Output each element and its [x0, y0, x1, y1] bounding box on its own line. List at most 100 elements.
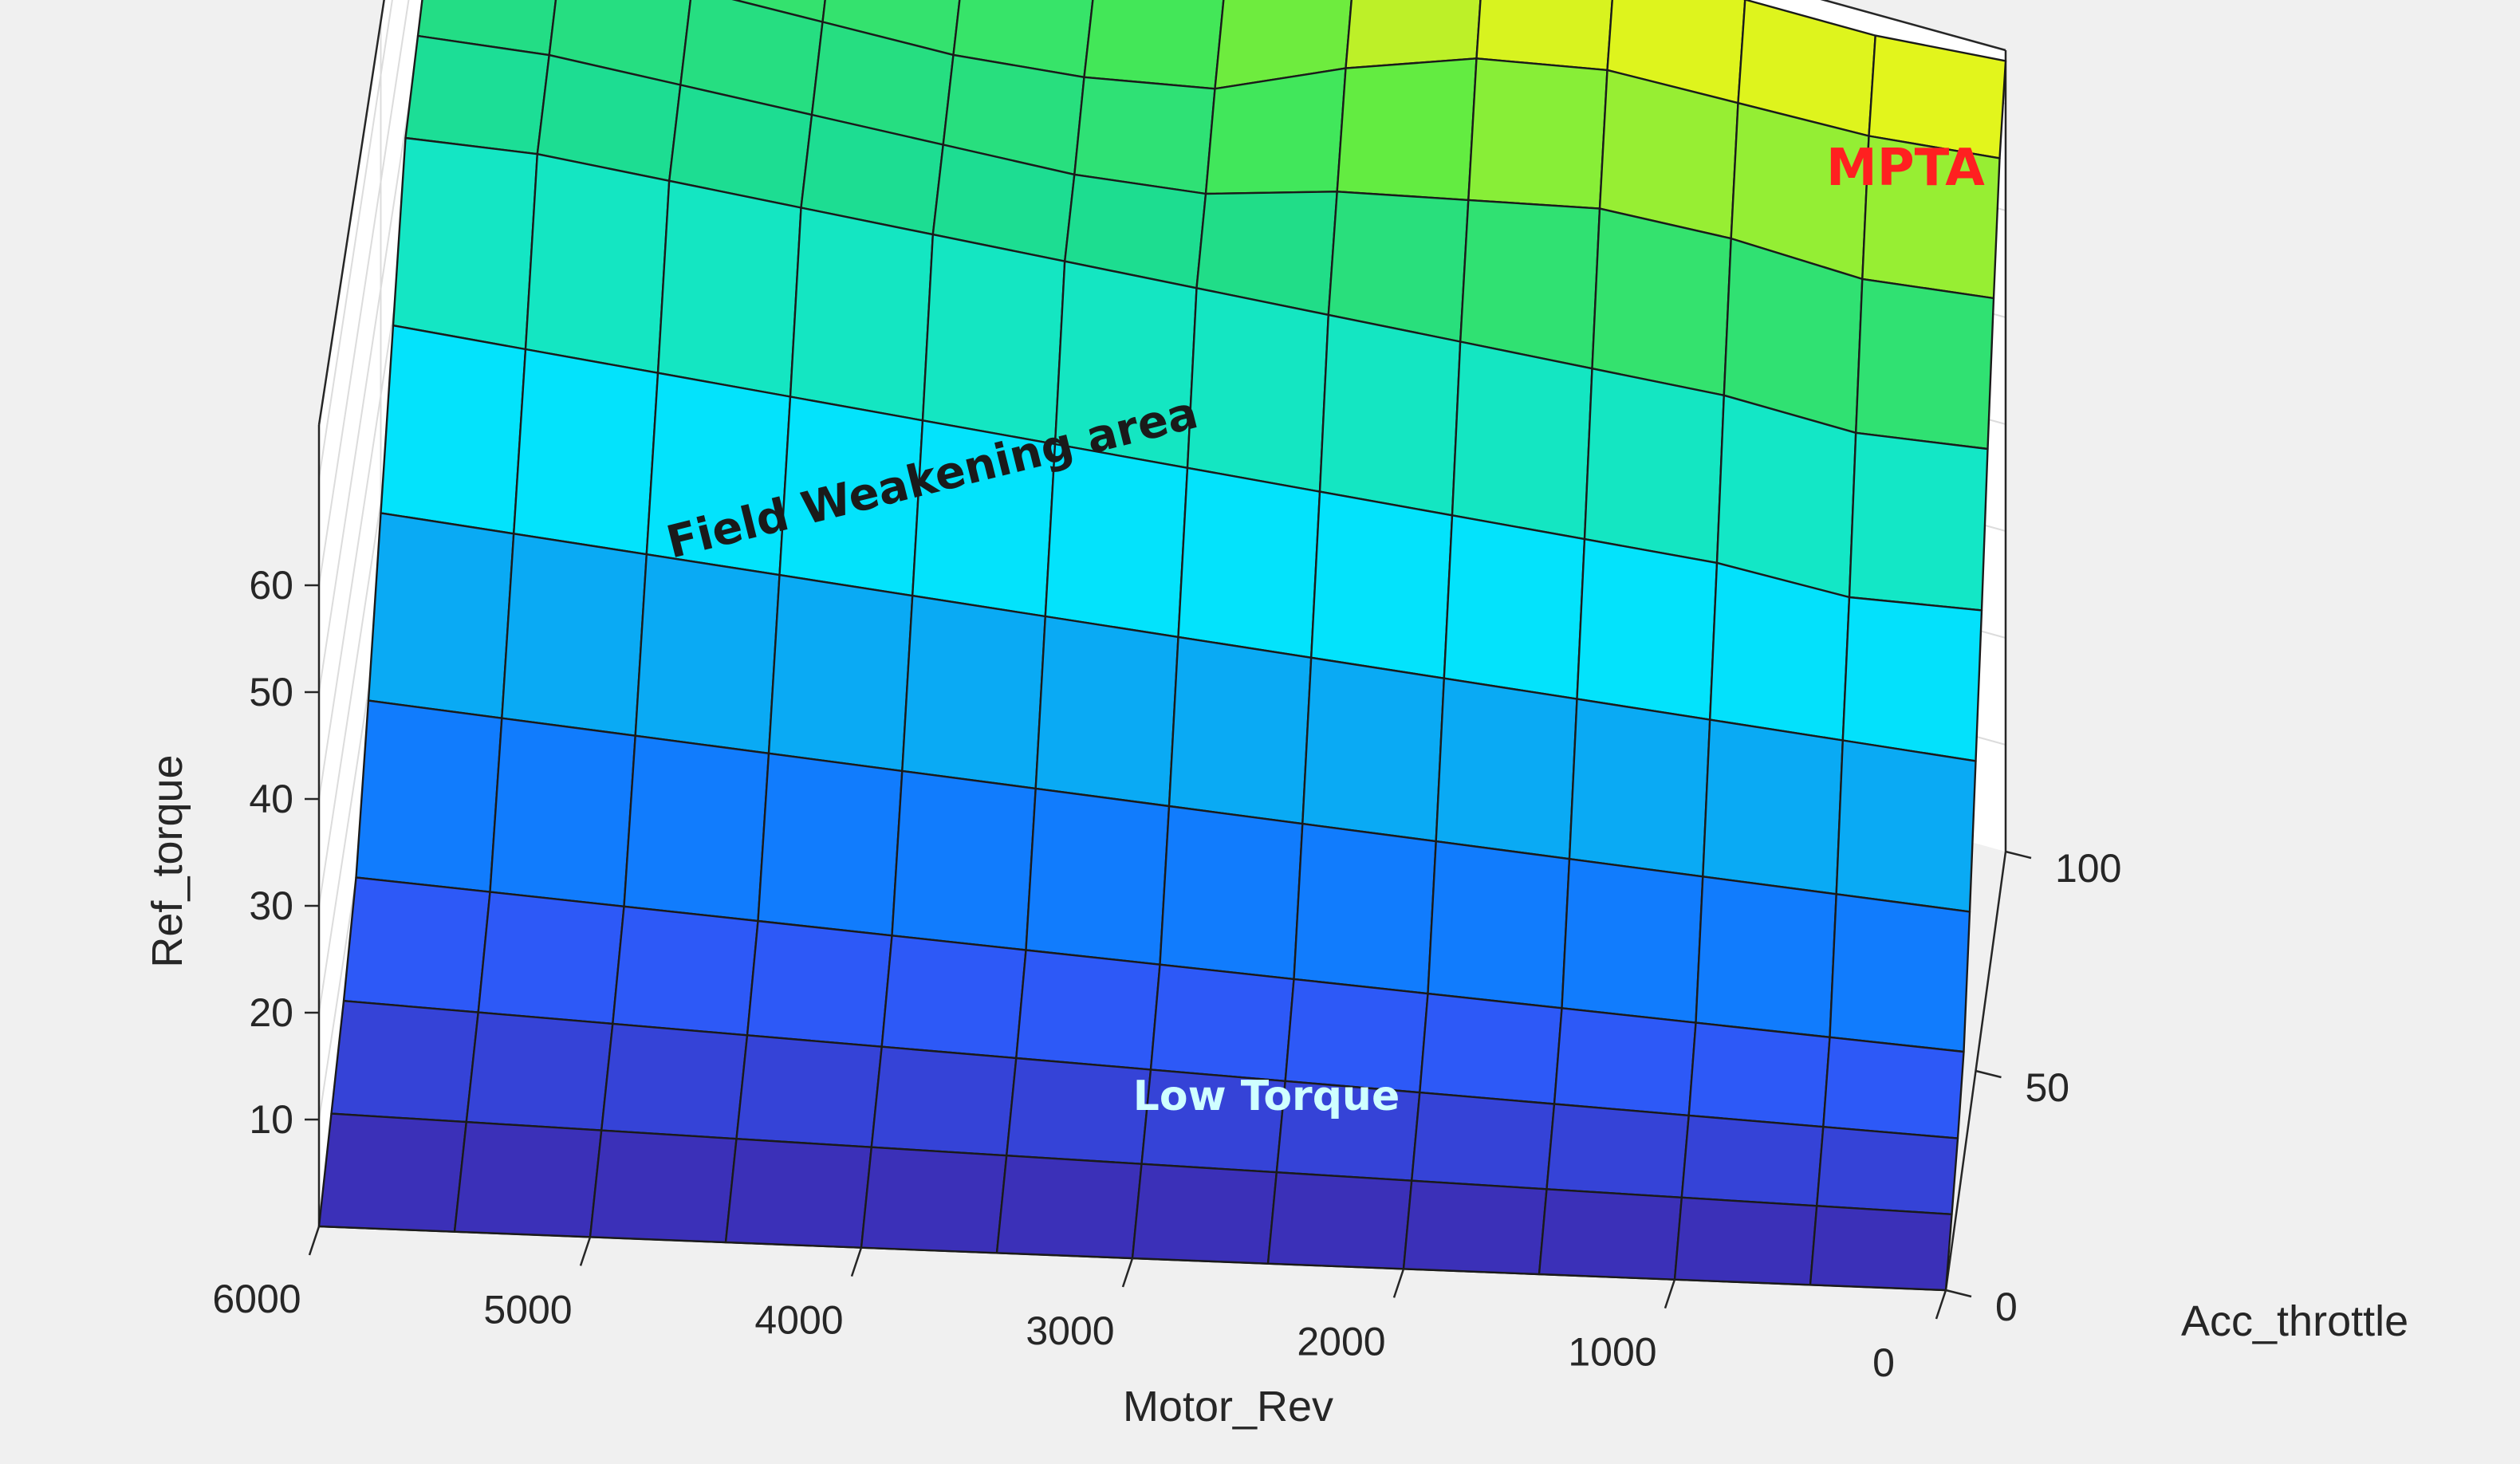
- surface-patch: [1345, 0, 1482, 69]
- x-tick-label: 4000: [754, 1298, 843, 1343]
- surface-patch: [1419, 992, 1563, 1105]
- axis-ticks: 10 20 30 40 50 60 6000 5000 4000 3000 2000 1000 0 0 50…: [212, 563, 2121, 1385]
- surface-patch: [1583, 368, 1726, 565]
- surface-patch: [1576, 537, 1719, 721]
- surface-patch: [1545, 1103, 1690, 1199]
- surface-patch: [735, 1034, 883, 1148]
- surface-patch: [513, 348, 660, 556]
- surface-patch: [330, 999, 479, 1124]
- surface-patch: [612, 905, 759, 1037]
- z-tick-label: 10: [249, 1097, 293, 1142]
- surface-patch: [870, 1045, 1018, 1157]
- surface-patch: [1829, 893, 1971, 1053]
- surface-patch: [342, 876, 491, 1013]
- surface-patch: [589, 1129, 738, 1244]
- surface-patch: [1336, 57, 1478, 202]
- surface-patch: [465, 1011, 614, 1131]
- surface-patch: [1815, 1125, 1959, 1216]
- surface-patch: [1568, 698, 1711, 878]
- surface-patch: [1687, 1021, 1831, 1128]
- axis-labels: Motor_Rev Acc_throttle Ref_torque: [144, 754, 2408, 1431]
- mpta-annotation: MPTA: [1826, 139, 1985, 198]
- x-tick-label: 2000: [1297, 1319, 1385, 1364]
- surface-patch: [1015, 949, 1161, 1071]
- z-grid-line: [318, 0, 2006, 479]
- surface-patch: [746, 919, 893, 1048]
- surface-patch: [1561, 857, 1704, 1024]
- surface-patch: [1427, 840, 1571, 1009]
- surface-patch: [623, 734, 770, 923]
- surface-patch: [1702, 718, 1845, 895]
- surface-patch: [355, 699, 503, 893]
- y-tick-mark: [1975, 1069, 2002, 1079]
- y-axis-label: Acc_throttle: [2181, 1297, 2408, 1345]
- surface-patch: [1266, 1171, 1413, 1270]
- surface-patch: [1680, 1114, 1825, 1207]
- surface-patch: [1159, 805, 1304, 981]
- surface-patch: [1538, 1188, 1683, 1281]
- surface-patch: [1177, 466, 1321, 659]
- surface-patch: [1443, 514, 1586, 700]
- surface-patch: [1673, 1196, 1818, 1286]
- surface-patch: [1149, 963, 1295, 1083]
- surface-patch: [1301, 656, 1446, 843]
- z-tick-label: 30: [249, 884, 293, 928]
- x-tick-mark: [850, 1247, 863, 1277]
- surface-patch: [1131, 1163, 1278, 1265]
- surface-patch: [757, 752, 904, 937]
- surface-patch: [1073, 76, 1216, 195]
- y-tick-label: 100: [2055, 846, 2121, 891]
- surface-patch: [891, 769, 1037, 951]
- z-tick-label: 20: [249, 990, 293, 1035]
- surface-patch: [1809, 1205, 1953, 1292]
- surface-patch: [880, 935, 1027, 1060]
- surface-patch: [1841, 596, 1983, 762]
- x-tick-label: 1000: [1568, 1330, 1656, 1375]
- surface-patch: [1402, 1179, 1548, 1276]
- surface-patch: [1553, 1007, 1697, 1117]
- surface-patch: [1822, 1036, 1965, 1139]
- surface-patch: [404, 34, 550, 155]
- surface-patch: [1083, 0, 1225, 90]
- y-tick-label: 0: [1995, 1285, 2018, 1329]
- surface-patch: [380, 325, 527, 535]
- low-torque-annotation: Low Torque: [1133, 1072, 1400, 1120]
- surface-patch: [1591, 207, 1732, 396]
- surface-patch: [1034, 615, 1179, 808]
- surface-patch: [453, 1120, 603, 1238]
- y-tick-mark: [2005, 850, 2032, 860]
- surface-patch: [477, 891, 625, 1025]
- surface-patch: [995, 1154, 1143, 1260]
- x-tick-label: 3000: [1026, 1309, 1114, 1353]
- surface-patch: [1186, 287, 1330, 493]
- surface-patch: [921, 233, 1066, 446]
- x-tick-label: 0: [1872, 1340, 1895, 1385]
- surface-patch: [1467, 57, 1608, 210]
- y-tick-label: 50: [2026, 1065, 2070, 1110]
- surface-patch: [901, 594, 1047, 790]
- surface-patch: [367, 512, 515, 719]
- x-tick-label: 6000: [212, 1277, 301, 1321]
- z-tick-label: 40: [249, 777, 293, 821]
- x-tick-mark: [308, 1226, 321, 1256]
- surface-patch: [489, 717, 636, 908]
- surface-patch: [1044, 443, 1189, 639]
- surface-patch: [1293, 822, 1437, 995]
- surface-patch: [634, 553, 781, 754]
- x-tick-mark: [1664, 1279, 1676, 1309]
- surface-patch: [1167, 636, 1313, 825]
- x-tick-mark: [1935, 1289, 1947, 1320]
- x-tick-mark: [1392, 1268, 1405, 1298]
- surface-patch: [600, 1022, 749, 1140]
- surface-patch: [317, 1112, 467, 1233]
- z-axis-label: Ref_torque: [144, 754, 191, 967]
- surface-patch: [1854, 277, 1995, 451]
- surface-patch: [656, 179, 802, 398]
- surface-patch: [392, 136, 538, 351]
- surface-patch: [1204, 67, 1347, 195]
- surface-patch: [1835, 739, 1977, 913]
- surface-patch: [501, 533, 648, 737]
- surface-patch: [724, 1137, 873, 1249]
- surface-patch: [767, 573, 914, 773]
- y-tick-mark: [1945, 1289, 1972, 1298]
